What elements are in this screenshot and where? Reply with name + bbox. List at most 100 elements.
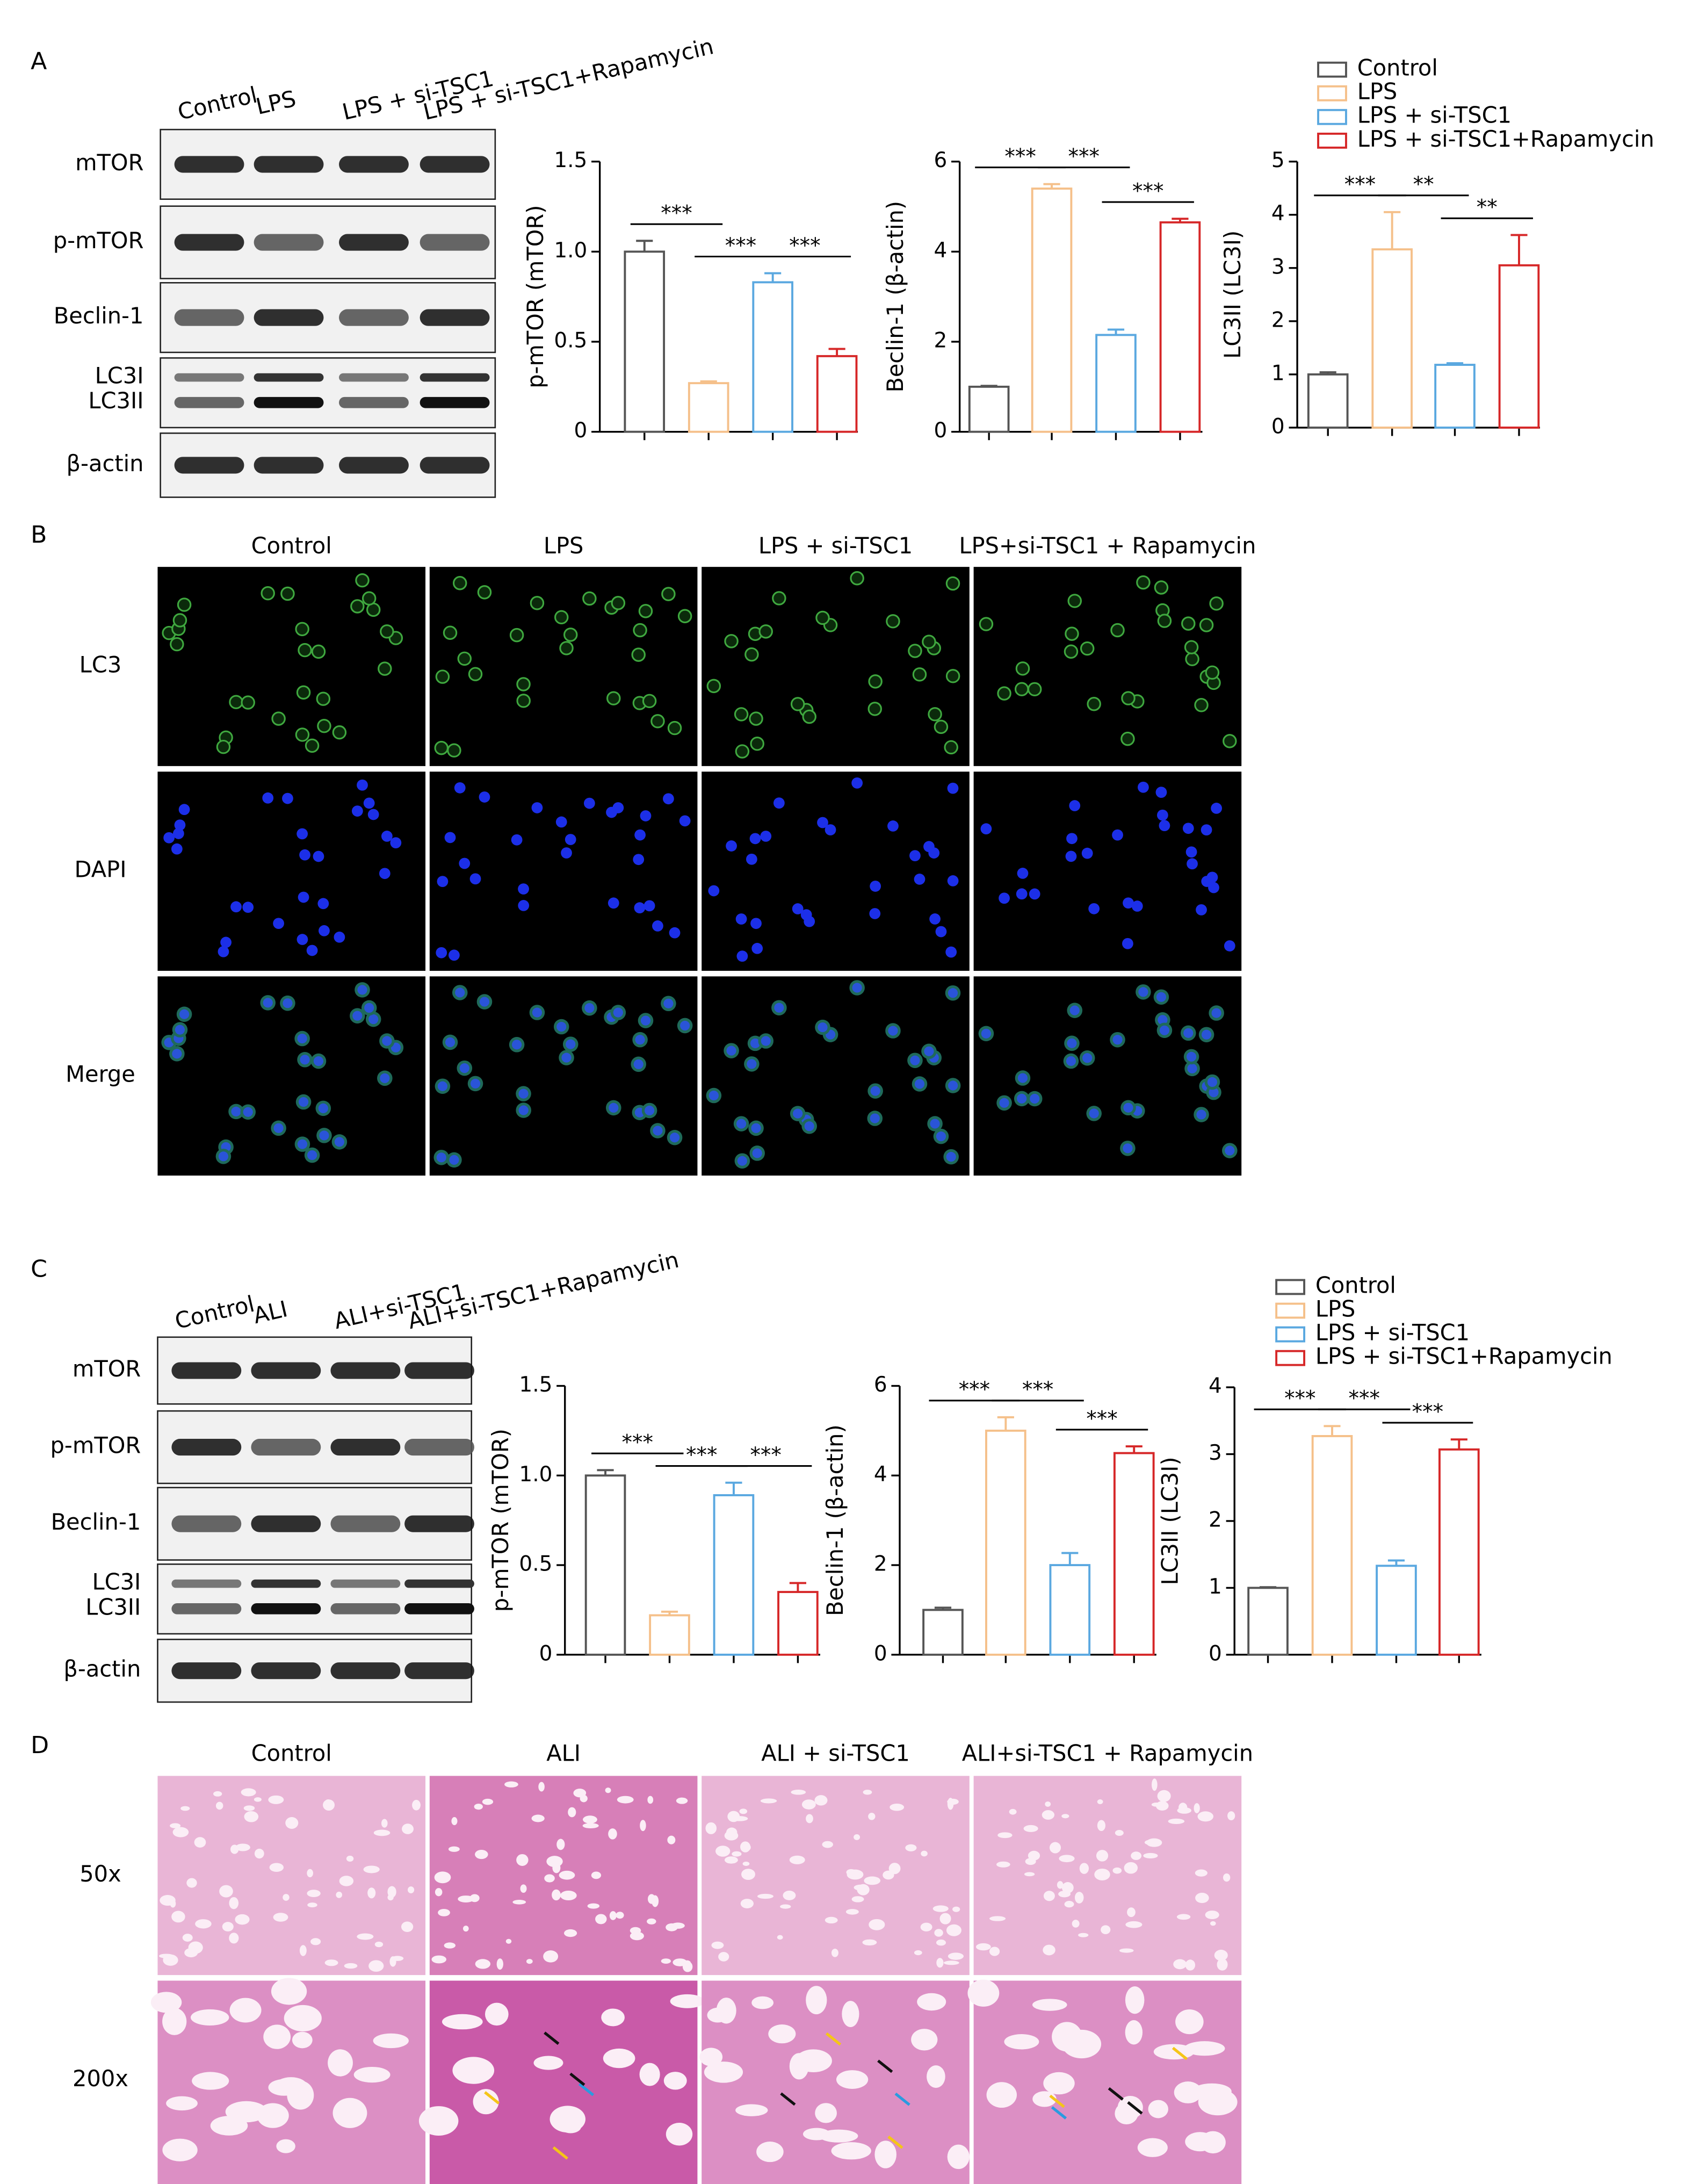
alveolus xyxy=(905,1844,917,1851)
nucleus xyxy=(273,918,284,929)
nucleus xyxy=(449,949,460,961)
nucleus xyxy=(437,876,449,888)
y-tick-label: 1 xyxy=(1209,1575,1222,1599)
nucleus xyxy=(1066,1056,1076,1066)
alveolus xyxy=(195,1919,212,1929)
alveolus xyxy=(780,1904,791,1909)
nucleus xyxy=(297,828,308,840)
cell xyxy=(554,610,569,625)
alveolus xyxy=(890,1804,905,1811)
blot-band xyxy=(339,309,409,326)
nucleus xyxy=(1081,847,1093,859)
legend-label: Control xyxy=(1315,1272,1396,1298)
nucleus xyxy=(640,810,652,821)
y-tick-label: 0.5 xyxy=(519,1552,552,1576)
nucleus xyxy=(317,898,329,910)
alveolus xyxy=(936,1958,944,1968)
legend-label: LPS xyxy=(1315,1296,1356,1322)
alveolus xyxy=(307,1902,317,1908)
legend-label: LPS + si-TSC1+Rapamycin xyxy=(1315,1343,1613,1369)
alveolus xyxy=(1155,1801,1169,1811)
blot-band xyxy=(251,1362,321,1379)
legend-label: Control xyxy=(1357,55,1438,81)
alveolus xyxy=(756,2142,784,2163)
alveolus xyxy=(336,1891,343,1898)
bar xyxy=(1095,334,1137,433)
nucleus xyxy=(1155,787,1167,798)
nucleus xyxy=(243,1107,253,1117)
nucleus xyxy=(381,831,393,842)
alveolus xyxy=(967,1979,1000,2007)
cell xyxy=(750,736,764,751)
nucleus xyxy=(171,843,183,855)
error-bar xyxy=(661,1610,678,1616)
cell xyxy=(316,691,331,706)
cell xyxy=(850,571,864,586)
alveolus xyxy=(609,1911,617,1920)
nucleus xyxy=(351,805,363,817)
y-tick-label: 0 xyxy=(934,419,947,443)
nucleus xyxy=(319,1130,329,1141)
alveolus xyxy=(842,2001,859,2028)
nucleus xyxy=(773,797,785,809)
alveolus xyxy=(989,1947,1000,1956)
blot-box xyxy=(160,357,496,429)
cell xyxy=(530,596,545,610)
nucleus xyxy=(583,797,595,809)
alveolus xyxy=(222,1922,234,1931)
alveolus xyxy=(874,2140,896,2168)
blot-box xyxy=(157,1563,473,1635)
alveolus xyxy=(667,1835,676,1844)
y-tick-label: 2 xyxy=(1209,1508,1222,1532)
alveolus xyxy=(801,1799,816,1810)
cell xyxy=(332,725,347,740)
alveolus xyxy=(806,1986,827,2015)
bar xyxy=(968,385,1010,433)
alveolus xyxy=(171,1911,185,1923)
alveolus xyxy=(357,1933,374,1940)
alveolus xyxy=(271,1978,307,2005)
nucleus xyxy=(999,892,1010,904)
nucleus xyxy=(1069,800,1081,811)
alveolus xyxy=(346,1855,354,1862)
alveolus xyxy=(190,2009,229,2026)
significance-label: *** xyxy=(622,1431,653,1455)
cell xyxy=(457,651,472,666)
alveolus xyxy=(580,1794,588,1803)
nucleus xyxy=(945,946,957,958)
error-bar xyxy=(1387,1559,1405,1566)
alveolus xyxy=(1184,2041,1225,2056)
alveolus xyxy=(854,1834,861,1840)
alveolus xyxy=(927,2065,945,2088)
alveolus xyxy=(367,1887,376,1899)
y-tick-label: 1.0 xyxy=(519,1462,552,1487)
alveolus xyxy=(418,2106,459,2136)
alveolus xyxy=(727,1811,740,1822)
row-label: DAPI xyxy=(74,856,126,883)
bar xyxy=(1434,364,1476,429)
cell xyxy=(667,720,682,736)
significance-label: *** xyxy=(686,1443,717,1467)
cell xyxy=(516,694,531,708)
arrow xyxy=(894,2092,910,2106)
nucleus xyxy=(230,901,242,913)
blot-band xyxy=(251,1579,321,1588)
nucleus xyxy=(1082,1053,1093,1063)
alveolus xyxy=(194,1837,206,1848)
column-label: Control xyxy=(251,1740,332,1767)
nucleus xyxy=(163,832,175,844)
alveolus xyxy=(670,1994,705,2008)
blot-band xyxy=(251,1603,321,1614)
lane-label: LPS xyxy=(254,85,299,119)
alveolus xyxy=(777,1935,783,1940)
bar xyxy=(624,250,666,433)
alveolus xyxy=(671,1922,685,1929)
alveolus xyxy=(504,1781,518,1787)
nucleus xyxy=(455,988,465,998)
error-bar xyxy=(764,272,782,283)
nucleus xyxy=(1156,992,1167,1002)
y-tick-label: 4 xyxy=(1271,201,1285,226)
nucleus xyxy=(436,1152,446,1163)
alveolus xyxy=(1185,2132,1215,2152)
bar xyxy=(1113,1452,1155,1656)
